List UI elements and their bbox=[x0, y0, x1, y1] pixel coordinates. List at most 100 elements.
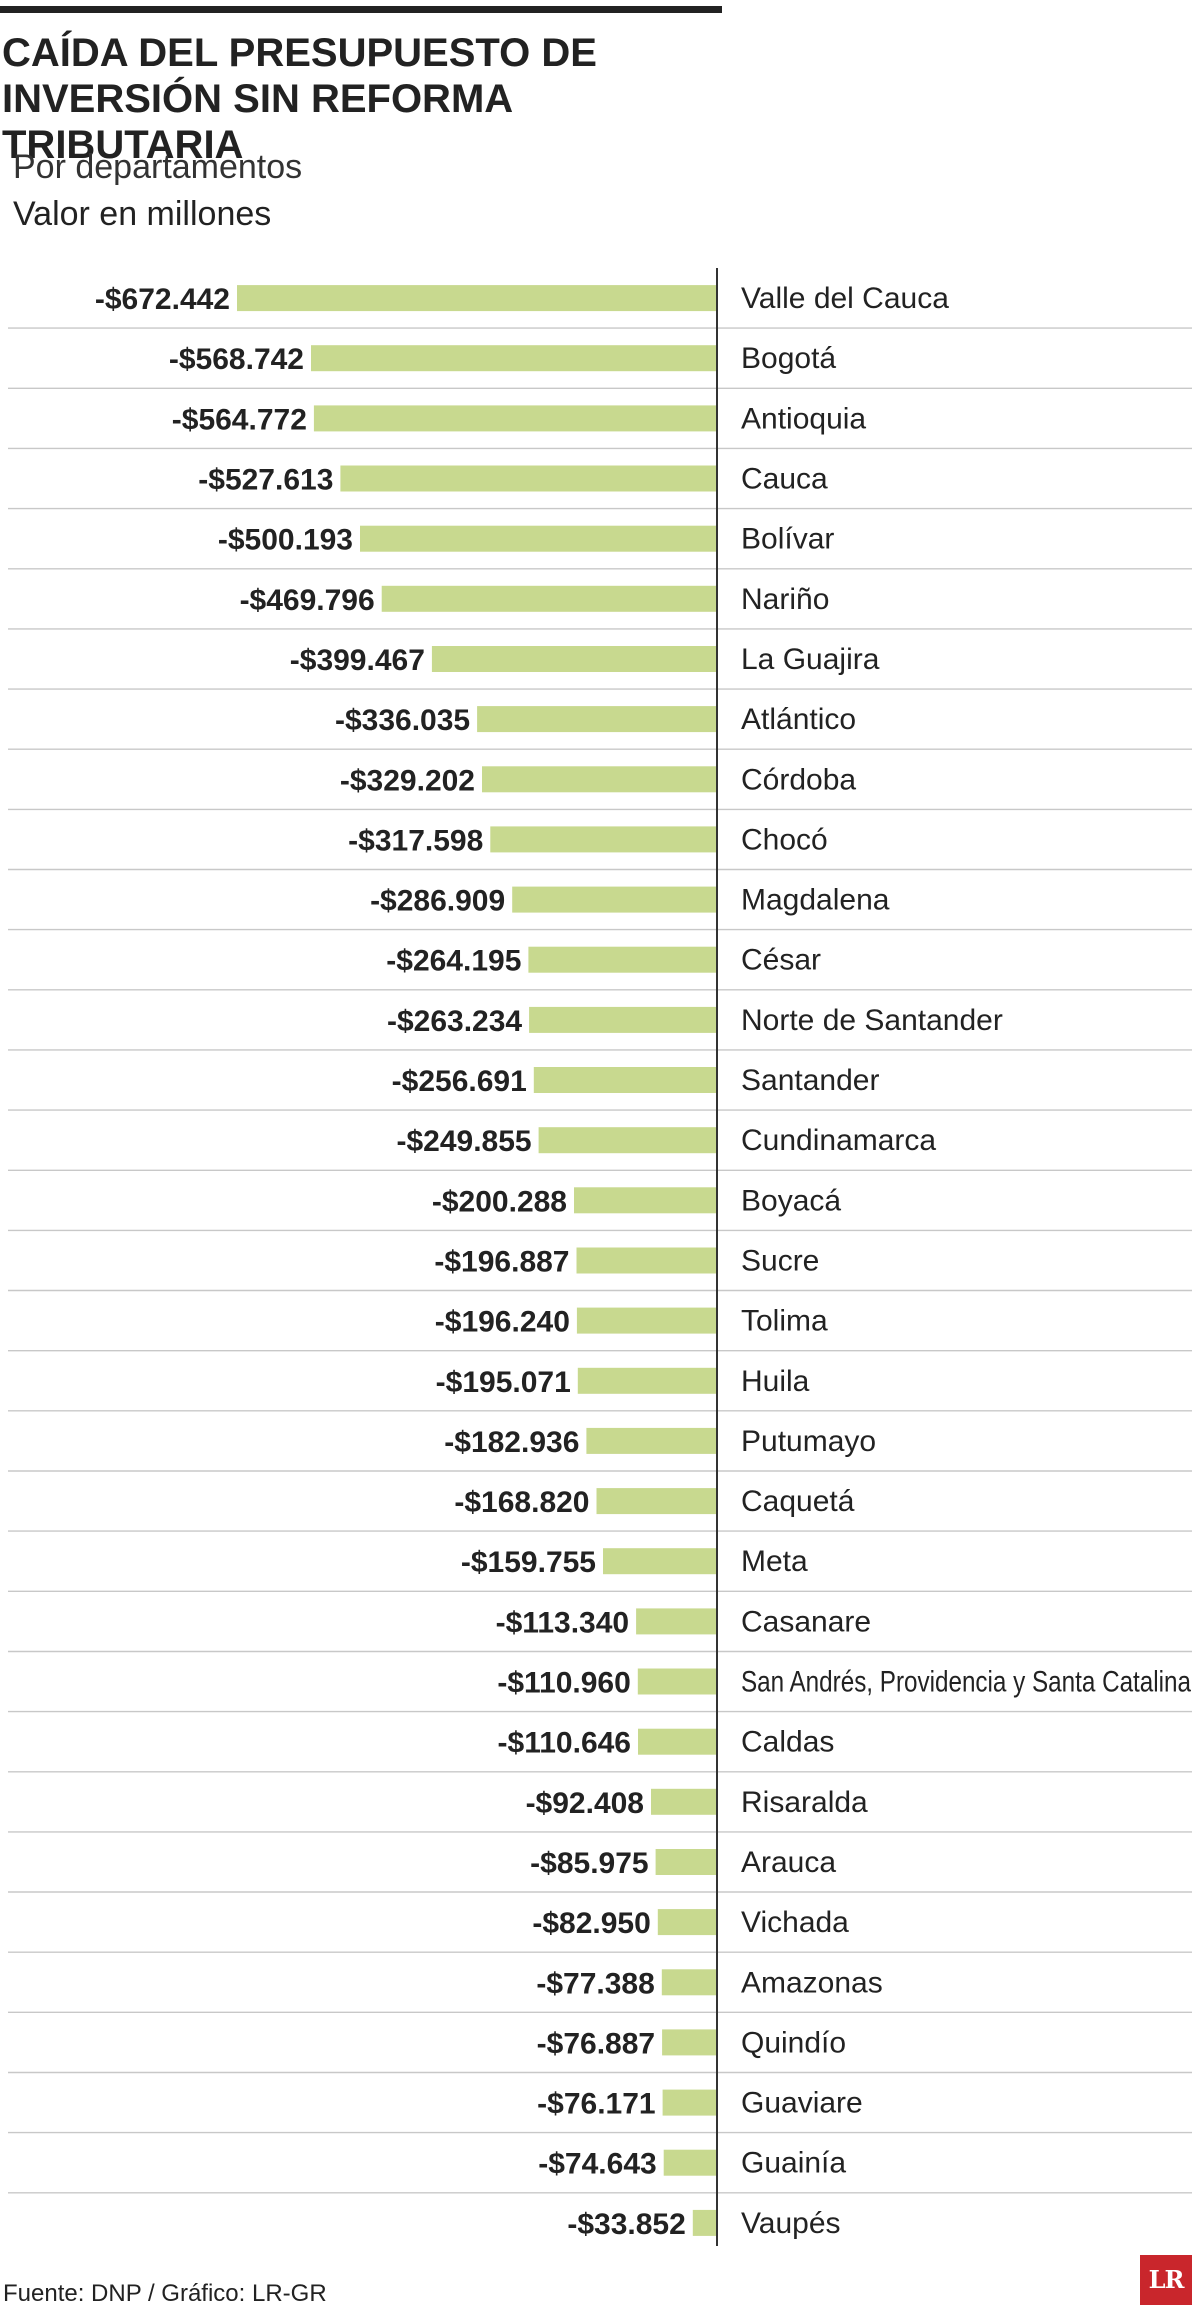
category-label: Putumayo bbox=[741, 1425, 876, 1458]
bar bbox=[340, 465, 717, 492]
bar bbox=[651, 1788, 717, 1815]
value-label: -$182.936 bbox=[444, 1426, 579, 1459]
category-label: Huila bbox=[741, 1365, 810, 1398]
lr-logo: LR bbox=[1140, 2255, 1192, 2305]
category-label: Guainía bbox=[741, 2147, 846, 2180]
category-label: Arauca bbox=[741, 1846, 836, 1879]
value-label: -$568.742 bbox=[169, 343, 304, 376]
value-label: -$336.035 bbox=[335, 704, 470, 737]
category-label: Cauca bbox=[741, 463, 828, 496]
value-label: -$329.202 bbox=[340, 764, 475, 797]
value-label: -$113.340 bbox=[496, 1606, 629, 1639]
bar bbox=[661, 1969, 717, 1996]
bar bbox=[662, 2089, 717, 2116]
bar bbox=[490, 826, 717, 853]
value-label: -$76.887 bbox=[537, 2027, 655, 2060]
value-label: -$33.852 bbox=[567, 2208, 685, 2241]
unit-label: Valor en millones bbox=[13, 195, 272, 233]
value-label: -$564.772 bbox=[172, 403, 307, 436]
value-label: -$286.909 bbox=[370, 885, 505, 918]
bar bbox=[637, 1668, 717, 1695]
bar bbox=[638, 1728, 717, 1755]
category-label: Nariño bbox=[741, 583, 829, 616]
value-label: -$159.755 bbox=[461, 1546, 596, 1579]
value-label: -$672.442 bbox=[95, 283, 230, 316]
category-label: Caldas bbox=[741, 1726, 834, 1759]
category-label: San Andrés, Providencia y Santa Catalina bbox=[741, 1666, 1191, 1699]
bar bbox=[528, 946, 717, 973]
category-label: Magdalena bbox=[741, 884, 890, 917]
value-label: -$200.288 bbox=[432, 1185, 567, 1218]
bar bbox=[692, 2209, 717, 2236]
bar bbox=[663, 2149, 717, 2176]
value-label: -$527.613 bbox=[198, 464, 333, 497]
value-label: -$74.643 bbox=[538, 2148, 656, 2181]
chart-subtitle: Por departamentos bbox=[13, 148, 303, 186]
bar bbox=[577, 1367, 717, 1394]
value-label: -$82.950 bbox=[532, 1907, 650, 1940]
category-label: Quindío bbox=[741, 2026, 846, 2059]
category-label: Tolima bbox=[741, 1305, 828, 1338]
category-label: Valle del Cauca bbox=[741, 282, 949, 315]
bar bbox=[662, 2029, 717, 2056]
bar bbox=[313, 405, 717, 432]
bar bbox=[381, 585, 717, 612]
value-label: -$500.193 bbox=[218, 524, 353, 557]
value-label: -$263.234 bbox=[387, 1005, 522, 1038]
bar bbox=[482, 766, 717, 793]
value-label: -$264.195 bbox=[386, 945, 521, 978]
category-label: Casanare bbox=[741, 1605, 871, 1638]
value-label: -$399.467 bbox=[290, 644, 425, 677]
value-label: -$195.071 bbox=[436, 1366, 571, 1399]
source-footer: Fuente: DNP / Gráfico: LR-GR bbox=[3, 2280, 327, 2307]
category-label: Bolívar bbox=[741, 523, 834, 556]
value-label: -$469.796 bbox=[240, 584, 375, 617]
bar bbox=[512, 886, 717, 913]
bar bbox=[596, 1488, 717, 1515]
bar bbox=[636, 1608, 717, 1635]
bar-chart: -$672.442 Valle del Cauca -$568.742 Bogotá -… bbox=[8, 268, 1192, 2246]
category-label: Caquetá bbox=[741, 1485, 855, 1518]
value-label: -$92.408 bbox=[526, 1787, 644, 1820]
bar bbox=[657, 1909, 717, 1936]
category-label: Norte de Santander bbox=[741, 1004, 1003, 1037]
category-label: Sucre bbox=[741, 1245, 819, 1278]
value-label: -$110.646 bbox=[498, 1727, 631, 1760]
value-label: -$85.975 bbox=[530, 1847, 648, 1880]
top-rule bbox=[0, 6, 722, 13]
value-label: -$76.171 bbox=[537, 2088, 655, 2121]
category-label: Chocó bbox=[741, 823, 828, 856]
category-label: Amazonas bbox=[741, 1966, 883, 1999]
bar bbox=[538, 1127, 717, 1154]
value-label: -$110.960 bbox=[497, 1667, 630, 1700]
bar bbox=[586, 1427, 717, 1454]
category-label: La Guajira bbox=[741, 643, 880, 676]
category-label: César bbox=[741, 944, 821, 977]
bar bbox=[603, 1548, 717, 1575]
bar bbox=[655, 1849, 717, 1875]
category-label: Meta bbox=[741, 1545, 808, 1578]
category-label: Risaralda bbox=[741, 1786, 868, 1819]
value-label: -$196.887 bbox=[434, 1246, 569, 1279]
bar bbox=[360, 525, 717, 552]
category-label: Córdoba bbox=[741, 763, 856, 796]
bar bbox=[477, 706, 717, 733]
value-label: -$77.388 bbox=[536, 1967, 654, 2000]
value-label: -$249.855 bbox=[396, 1125, 531, 1158]
chart-title: CAÍDA DEL PRESUPUESTO DE INVERSIÓN SIN R… bbox=[2, 31, 597, 167]
category-label: Santander bbox=[741, 1064, 879, 1097]
category-label: Cundinamarca bbox=[741, 1124, 936, 1157]
value-label: -$196.240 bbox=[435, 1306, 570, 1339]
category-label: Vaupés bbox=[741, 2207, 841, 2240]
bar bbox=[574, 1187, 717, 1214]
value-label: -$317.598 bbox=[348, 824, 483, 857]
bar bbox=[311, 345, 717, 372]
bar bbox=[237, 285, 717, 312]
category-label: Antioquia bbox=[741, 402, 866, 435]
bar bbox=[576, 1307, 717, 1334]
bar bbox=[529, 1006, 717, 1033]
bar bbox=[533, 1067, 717, 1093]
category-label: Vichada bbox=[741, 1906, 849, 1939]
category-label: Guaviare bbox=[741, 2087, 863, 2120]
value-label: -$256.691 bbox=[392, 1065, 527, 1098]
